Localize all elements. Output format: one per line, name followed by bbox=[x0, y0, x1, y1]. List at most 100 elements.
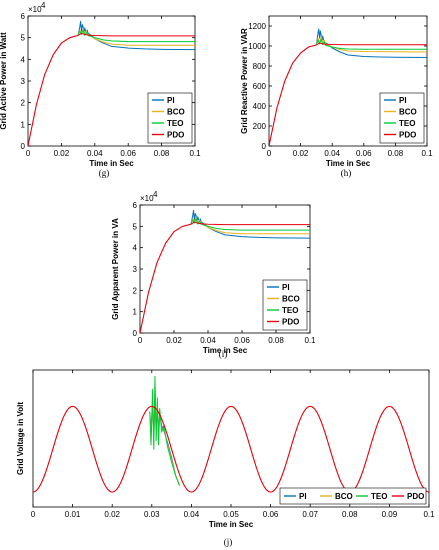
series-line-bco bbox=[77, 28, 195, 46]
y-tick-label: 0 bbox=[21, 142, 26, 151]
x-tick-label: 0.07 bbox=[302, 510, 318, 519]
x-tick-label: 0.06 bbox=[263, 510, 279, 519]
y-tick-label: 1000 bbox=[248, 42, 266, 51]
x-tick-label: 0.06 bbox=[356, 149, 372, 158]
legend-label-bco: BCO bbox=[399, 108, 417, 117]
legend-label-teo: TEO bbox=[282, 306, 298, 315]
y-tick-label: 1200 bbox=[248, 22, 266, 31]
y-tick-label: 4 bbox=[133, 244, 138, 253]
series-line-pdo-rise bbox=[28, 34, 79, 146]
legend-label-teo: TEO bbox=[167, 119, 183, 128]
legend-label-bco: BCO bbox=[282, 295, 300, 304]
y-tick-label: 2 bbox=[21, 99, 26, 108]
series-group bbox=[140, 209, 310, 333]
x-tick-label: 0.02 bbox=[104, 510, 120, 519]
x-tick-label: 0.08 bbox=[342, 510, 358, 519]
x-tick-label: 0.02 bbox=[166, 336, 182, 345]
x-tick-label: 0.04 bbox=[87, 149, 103, 158]
x-tick-label: 0.04 bbox=[200, 336, 216, 345]
series-line-pi bbox=[77, 20, 195, 51]
legend-label-bco: BCO bbox=[167, 108, 185, 117]
y-tick-label: 2 bbox=[133, 286, 138, 295]
x-tick-label: 0.03 bbox=[144, 510, 160, 519]
series-line-teo bbox=[315, 38, 427, 50]
x-tick-label: 0.08 bbox=[154, 149, 170, 158]
plot-area-frame bbox=[32, 369, 430, 508]
x-tick-label: 0.05 bbox=[223, 510, 239, 519]
figure-caption: (j) bbox=[224, 537, 233, 547]
y-axis-exponent-label: ×10 bbox=[140, 194, 154, 203]
x-tick-label: 0 bbox=[267, 149, 272, 158]
x-tick-label: 0 bbox=[31, 510, 36, 519]
y-axis-label: Grid Reactive Power in VAR bbox=[240, 28, 249, 134]
x-tick-label: 0.02 bbox=[54, 149, 70, 158]
series-line-pdo bbox=[33, 405, 429, 493]
x-tick-label: 0.04 bbox=[324, 149, 340, 158]
x-tick-label: 0.01 bbox=[65, 510, 81, 519]
y-tick-label: 6 bbox=[21, 12, 26, 21]
legend-label-pi: PI bbox=[399, 96, 407, 105]
legend-label-pdo: PDO bbox=[399, 131, 416, 140]
y-axis-label: Grid Voltage in Volt bbox=[16, 402, 25, 475]
legend-label-pi: PI bbox=[282, 283, 290, 292]
series-line-pi bbox=[315, 28, 427, 58]
x-tick-label: 0.04 bbox=[184, 510, 200, 519]
legend-label-pdo: PDO bbox=[167, 131, 184, 140]
series-line-pdo-rise bbox=[269, 44, 317, 146]
y-tick-label: 1 bbox=[133, 308, 138, 317]
y-tick-label: 600 bbox=[253, 82, 267, 91]
series-line-pi bbox=[190, 209, 310, 239]
x-tick-label: 0.08 bbox=[268, 336, 284, 345]
legend-label-teo: TEO bbox=[399, 119, 415, 128]
y-tick-label: 6 bbox=[133, 201, 138, 210]
legend-label-pdo: PDO bbox=[282, 318, 299, 327]
series-line-bco bbox=[190, 217, 310, 235]
series-line-teo bbox=[149, 375, 180, 486]
plot-area-frame bbox=[268, 15, 428, 147]
y-tick-label: 1 bbox=[21, 120, 26, 129]
y-axis-label: Grid Active Power in Watt bbox=[0, 32, 8, 130]
x-tick-label: 0.08 bbox=[388, 149, 404, 158]
y-tick-label: 800 bbox=[253, 62, 267, 71]
x-tick-label: 0.1 bbox=[423, 510, 435, 519]
figure-caption: (i) bbox=[219, 349, 228, 359]
legend: PI BCO TEO PDO bbox=[147, 92, 193, 144]
series-line-pdo bbox=[316, 42, 427, 46]
x-tick-label: 0.06 bbox=[120, 149, 136, 158]
x-axis-label: Time in Sec bbox=[326, 159, 371, 168]
y-axis-exponent-label: ×10 bbox=[28, 5, 42, 14]
x-axis-label: Time in Sec bbox=[89, 159, 134, 168]
series-line-pdo bbox=[190, 221, 310, 226]
chart-h-reactive-power: 0 0.02 0.04 0.06 0.08 0.1 0 200 400 600 800 1000 120… bbox=[240, 15, 433, 178]
y-tick-label: 400 bbox=[253, 102, 267, 111]
x-tick-label: 0.02 bbox=[293, 149, 309, 158]
x-tick-label: 0.1 bbox=[304, 336, 316, 345]
x-axis-label: Time in Sec bbox=[209, 520, 254, 529]
x-tick-label: 0 bbox=[138, 336, 143, 345]
y-axis-exponent-power: 4 bbox=[41, 1, 46, 10]
x-tick-label: 0 bbox=[26, 149, 31, 158]
legend: PI BCO TEO PDO bbox=[262, 279, 308, 331]
y-tick-label: 0 bbox=[262, 142, 267, 151]
legend-label-pdo: PDO bbox=[407, 492, 424, 501]
figure-caption: (h) bbox=[341, 168, 352, 178]
series-line-pdo bbox=[77, 32, 195, 37]
chart-j-grid-voltage: 0 0.01 0.02 0.03 0.04 0.05 0.06 0.07 0.08 0.09 0.1… bbox=[16, 369, 435, 547]
x-axis-label: Time in Sec bbox=[203, 346, 248, 355]
series-line-pdo-rise bbox=[140, 223, 192, 333]
y-tick-label: 4 bbox=[21, 55, 26, 64]
y-tick-label: 5 bbox=[133, 222, 138, 231]
y-tick-label: 0 bbox=[133, 329, 138, 338]
legend-box bbox=[279, 487, 427, 505]
legend-label-pi: PI bbox=[167, 96, 175, 105]
legend-label-bco: BCO bbox=[335, 492, 353, 501]
y-tick-label: 3 bbox=[133, 265, 138, 274]
legend: PI BCO TEO PDO bbox=[379, 92, 425, 144]
series-group bbox=[33, 375, 429, 493]
y-tick-label: 200 bbox=[253, 122, 267, 131]
x-tick-label: 0.1 bbox=[421, 149, 433, 158]
y-axis-exponent-power: 4 bbox=[153, 190, 158, 199]
